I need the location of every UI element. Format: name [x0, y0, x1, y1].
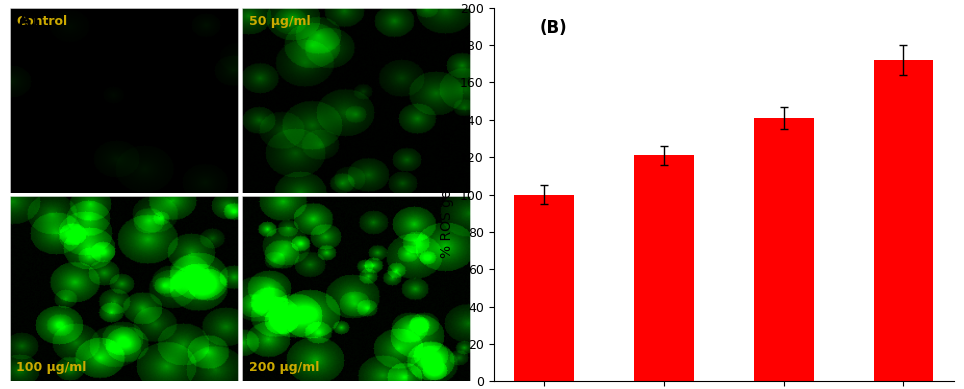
Bar	[754, 118, 814, 381]
Bar	[515, 194, 575, 381]
Bar	[634, 155, 694, 381]
Text: 100 μg/ml: 100 μg/ml	[16, 361, 87, 374]
Y-axis label: % ROS generation: % ROS generation	[441, 131, 454, 258]
Text: 50 μg/ml: 50 μg/ml	[249, 15, 310, 28]
Bar	[873, 60, 933, 381]
Text: Control: Control	[16, 15, 67, 28]
Text: (B): (B)	[540, 19, 567, 37]
Text: (A): (A)	[12, 12, 40, 30]
Text: 200 μg/ml: 200 μg/ml	[249, 361, 319, 374]
